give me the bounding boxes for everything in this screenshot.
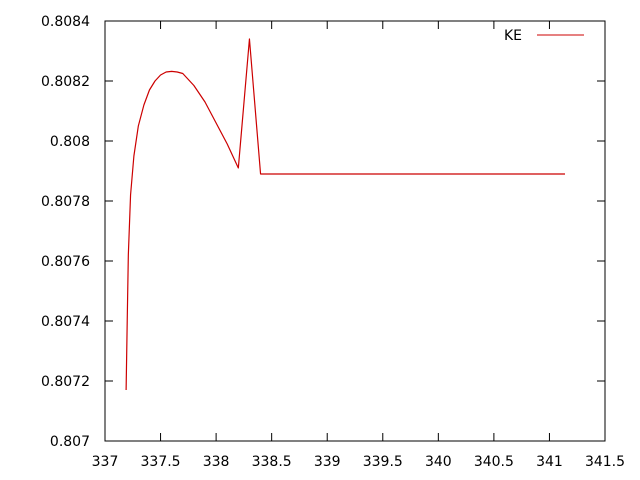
y-tick-label: 0.8082 bbox=[41, 74, 90, 90]
legend-label: KE bbox=[504, 28, 522, 44]
x-tick-label: 337.5 bbox=[141, 454, 181, 470]
x-tick-label: 339 bbox=[314, 454, 341, 470]
x-tick-label: 340 bbox=[425, 454, 452, 470]
plot-frame bbox=[104, 20, 606, 442]
x-tick-label: 341 bbox=[536, 454, 563, 470]
series-layer bbox=[125, 38, 565, 391]
y-tick-label: 0.8076 bbox=[41, 254, 90, 270]
y-axis-ticks: 0.807 0.8072 0.8074 0.8076 0.8078 0.808 0.8082… bbox=[41, 14, 605, 450]
x-tick-label: 338.5 bbox=[252, 454, 292, 470]
y-tick-label: 0.808 bbox=[50, 134, 90, 150]
x-tick-label: 340.5 bbox=[474, 454, 514, 470]
x-axis-ticks: 337 337.5 338 338.5 339 339.5 340 340.5 341 341.5 bbox=[92, 21, 625, 470]
x-tick-label: 338 bbox=[203, 454, 230, 470]
x-tick-label: 341.5 bbox=[585, 454, 625, 470]
x-tick-label: 339.5 bbox=[363, 454, 403, 470]
legend: KE bbox=[504, 28, 584, 44]
y-tick-label: 0.8074 bbox=[41, 314, 90, 330]
y-tick-label: 0.8078 bbox=[41, 194, 90, 210]
y-tick-label: 0.8084 bbox=[41, 14, 90, 30]
y-tick-label: 0.8072 bbox=[41, 374, 90, 390]
series-line-ke bbox=[125, 38, 565, 391]
y-tick-label: 0.807 bbox=[50, 434, 90, 450]
x-tick-label: 337 bbox=[92, 454, 119, 470]
